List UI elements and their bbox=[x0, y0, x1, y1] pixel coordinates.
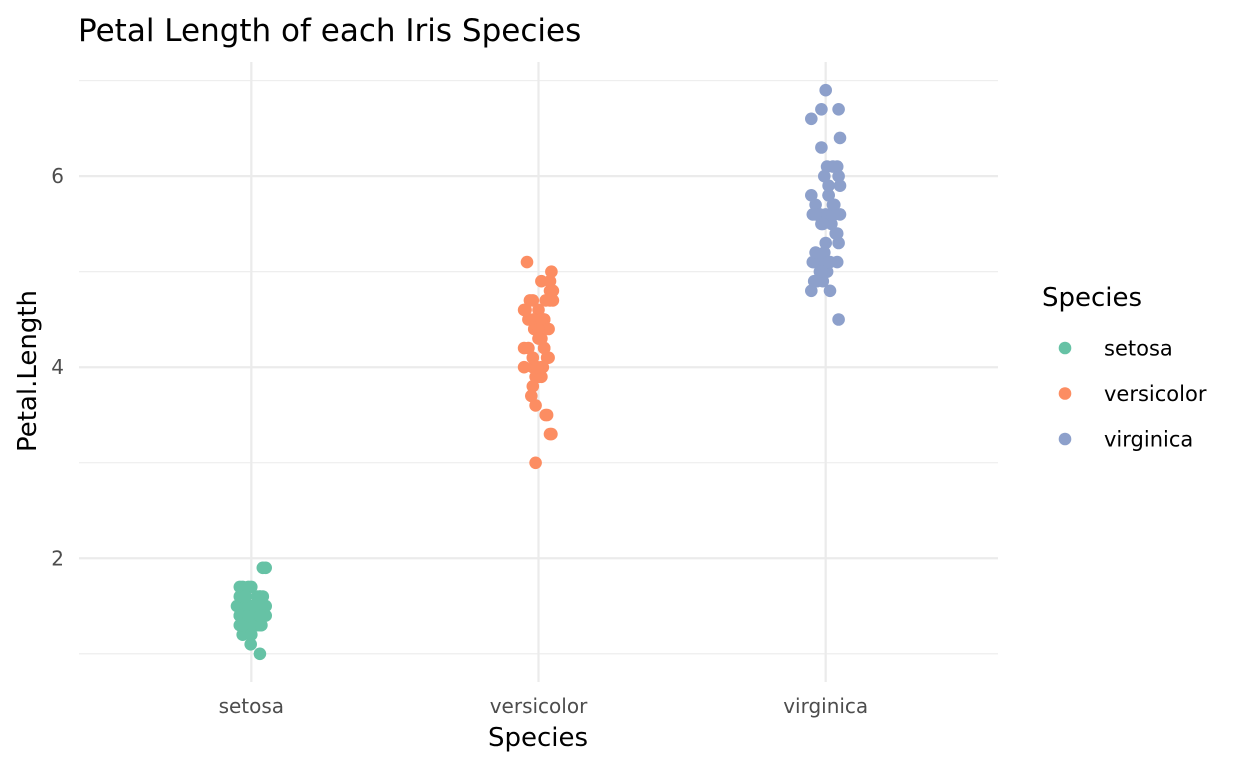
y-axis-title: Petal.Length bbox=[13, 290, 43, 452]
data-point-versicolor bbox=[532, 303, 545, 317]
data-point-setosa bbox=[253, 609, 267, 622]
x-tick-label: virginica bbox=[783, 694, 868, 718]
data-point-versicolor bbox=[532, 322, 545, 336]
legend-label: versicolor bbox=[1104, 382, 1207, 406]
data-point-virginica bbox=[805, 112, 818, 126]
data-point-versicolor bbox=[523, 294, 537, 307]
legend: Species setosa versicolor virginica bbox=[1042, 283, 1207, 452]
data-point-versicolor bbox=[542, 322, 555, 336]
data-point-setosa bbox=[253, 590, 267, 603]
data-point-setosa bbox=[247, 599, 261, 613]
data-point-versicolor bbox=[526, 380, 540, 393]
data-point-versicolor bbox=[537, 341, 551, 355]
y-tick-label: 2 bbox=[51, 546, 64, 570]
data-point-versicolor bbox=[543, 274, 557, 288]
legend-label: setosa bbox=[1104, 337, 1173, 361]
data-point-virginica bbox=[816, 274, 830, 288]
data-point-versicolor bbox=[525, 389, 538, 403]
y-axis-ticks: 2 4 6 bbox=[51, 164, 64, 570]
legend-key-virginica bbox=[1058, 432, 1072, 446]
data-point-versicolor bbox=[517, 360, 531, 374]
data-point-virginica bbox=[823, 284, 837, 298]
data-point-virginica bbox=[805, 284, 818, 298]
data-point-virginica bbox=[830, 227, 844, 240]
data-point-virginica bbox=[822, 255, 835, 269]
data-point-virginica bbox=[815, 265, 828, 279]
data-point-virginica bbox=[833, 179, 847, 192]
data-point-versicolor bbox=[526, 351, 540, 365]
chart-title: Petal Length of each Iris Species bbox=[78, 13, 581, 49]
legend-key-setosa bbox=[1058, 341, 1072, 355]
data-point-setosa bbox=[236, 618, 249, 632]
data-point-virginica bbox=[819, 236, 832, 250]
y-tick-label: 6 bbox=[51, 164, 64, 188]
data-point-setosa bbox=[242, 609, 255, 622]
data-point-versicolor bbox=[529, 456, 542, 470]
data-point-virginica bbox=[832, 313, 845, 326]
data-point-versicolor bbox=[530, 360, 544, 374]
x-axis-title: Species bbox=[488, 723, 588, 753]
data-point-versicolor bbox=[545, 265, 558, 279]
data-point-versicolor bbox=[535, 313, 548, 326]
data-point-virginica bbox=[832, 169, 845, 183]
data-point-versicolor bbox=[539, 408, 552, 422]
x-axis-ticks: setosa versicolor virginica bbox=[219, 694, 869, 718]
data-point-virginica bbox=[805, 189, 818, 202]
data-point-virginica bbox=[826, 198, 840, 212]
data-point-versicolor bbox=[522, 341, 535, 355]
data-point-setosa bbox=[233, 580, 247, 594]
data-point-setosa bbox=[245, 580, 258, 594]
legend-label: virginica bbox=[1104, 428, 1193, 452]
data-point-setosa bbox=[255, 618, 268, 632]
data-point-versicolor bbox=[546, 284, 560, 298]
data-point-versicolor bbox=[529, 399, 542, 412]
data-point-virginica bbox=[809, 208, 822, 221]
data-point-virginica bbox=[822, 179, 835, 192]
data-point-virginica bbox=[832, 103, 845, 116]
data-point-versicolor bbox=[529, 370, 542, 384]
data-point-virginica bbox=[809, 246, 822, 259]
data-point-setosa bbox=[239, 590, 252, 603]
data-point-setosa bbox=[245, 628, 258, 641]
data-point-virginica bbox=[806, 255, 820, 269]
data-point-versicolor bbox=[539, 294, 552, 307]
data-point-virginica bbox=[833, 208, 847, 221]
data-point-setosa bbox=[253, 647, 267, 661]
legend-title: Species bbox=[1042, 283, 1142, 313]
data-point-versicolor bbox=[520, 255, 534, 269]
data-point-virginica bbox=[815, 141, 828, 154]
data-point-virginica bbox=[819, 83, 832, 97]
data-point-virginica bbox=[816, 217, 830, 231]
data-point-virginica bbox=[818, 246, 831, 259]
data-point-setosa bbox=[259, 561, 273, 575]
data-point-virginica bbox=[826, 160, 840, 173]
x-tick-label: setosa bbox=[219, 694, 284, 718]
data-points bbox=[230, 83, 847, 661]
legend-key-versicolor bbox=[1058, 387, 1072, 400]
data-point-setosa bbox=[244, 638, 257, 651]
data-point-versicolor bbox=[542, 351, 555, 365]
data-point-virginica bbox=[809, 198, 822, 212]
data-point-virginica bbox=[815, 103, 828, 116]
data-point-virginica bbox=[833, 131, 847, 145]
x-tick-label: versicolor bbox=[490, 694, 588, 718]
data-point-versicolor bbox=[545, 427, 558, 441]
y-tick-label: 4 bbox=[51, 355, 64, 379]
data-point-versicolor bbox=[519, 303, 532, 317]
data-point-versicolor bbox=[532, 332, 545, 345]
data-point-virginica bbox=[822, 189, 835, 202]
data-point-virginica bbox=[832, 236, 845, 250]
data-point-virginica bbox=[818, 169, 831, 183]
